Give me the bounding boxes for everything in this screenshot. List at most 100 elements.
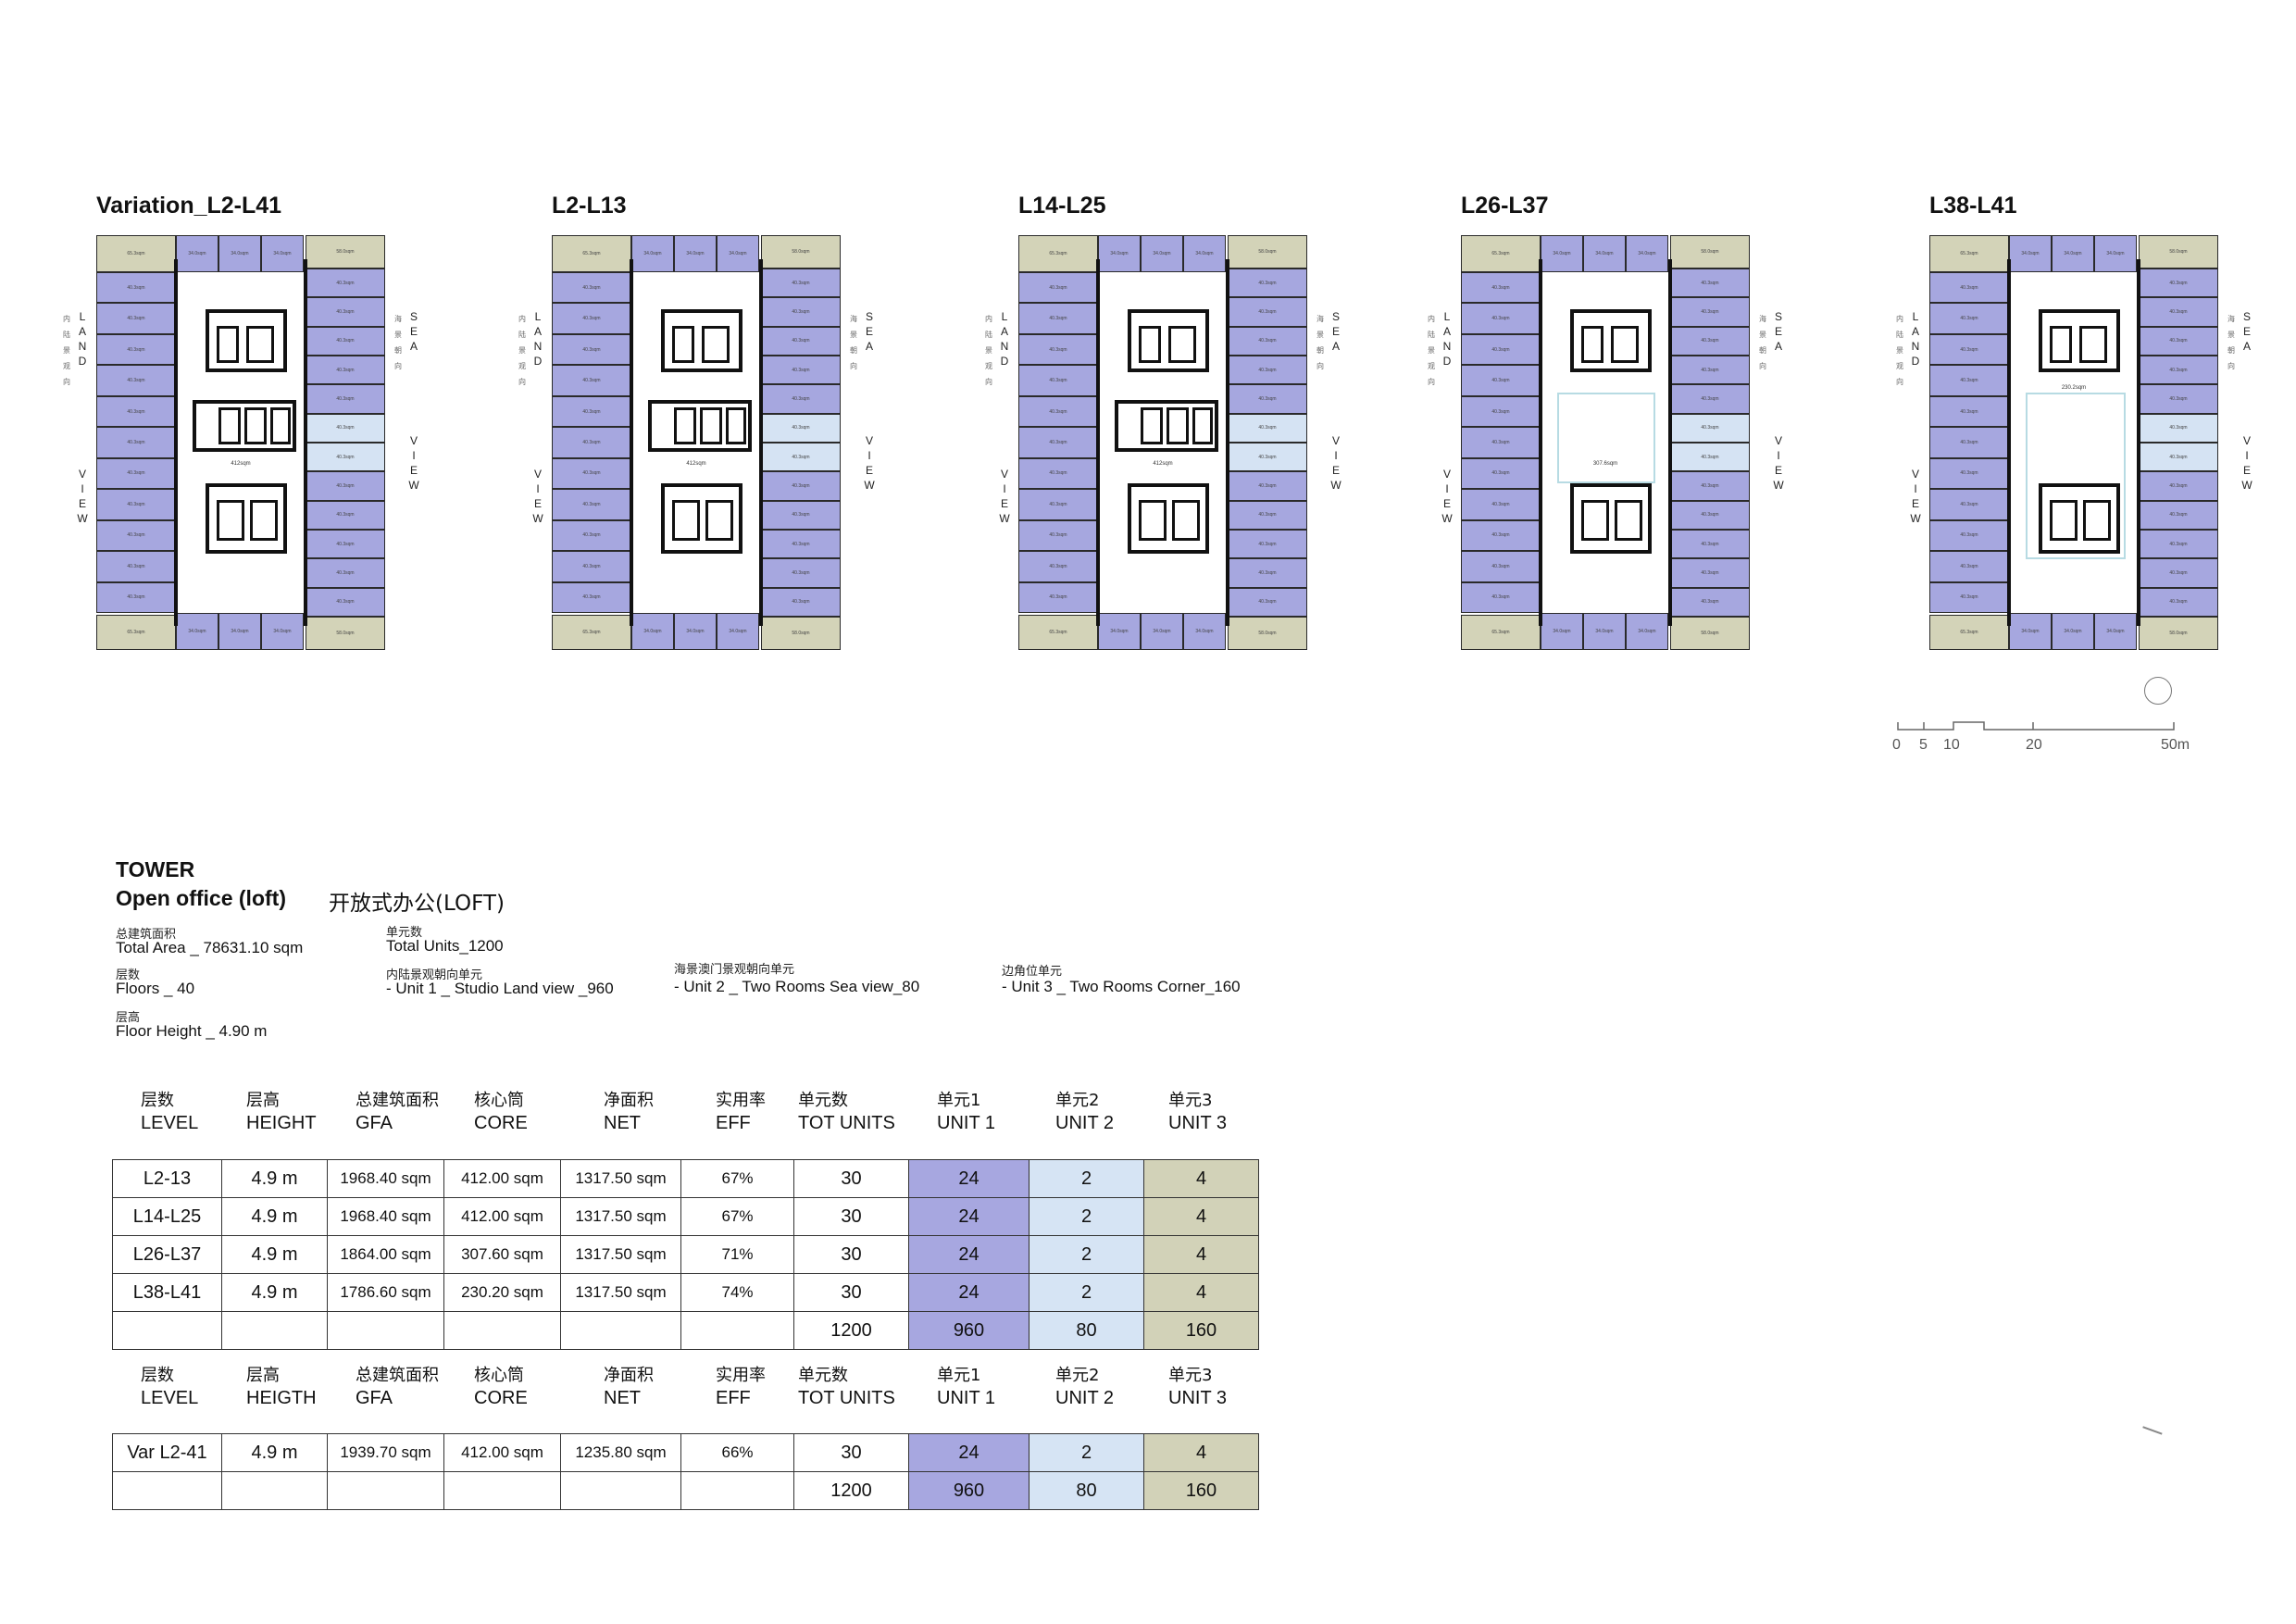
table-cell bbox=[221, 1471, 328, 1510]
table-cell: 4 bbox=[1143, 1197, 1259, 1236]
right-unit: 40.3sqm bbox=[1228, 413, 1307, 443]
top-unit: 34.0sqm bbox=[2094, 235, 2137, 272]
right-unit: 40.3sqm bbox=[761, 297, 841, 327]
left-unit: 40.3sqm bbox=[1461, 333, 1541, 366]
right-unit: 40.3sqm bbox=[761, 326, 841, 356]
tower-subtitle: Open office (loft) bbox=[116, 886, 286, 910]
top-unit: 34.0sqm bbox=[1626, 235, 1668, 272]
right-unit: 40.3sqm bbox=[761, 558, 841, 588]
table-cell: 24 bbox=[908, 1235, 1029, 1274]
right-unit: 40.3sqm bbox=[761, 587, 841, 617]
column-header-en: TOT UNITS bbox=[798, 1113, 895, 1133]
corner-unit: 58.0sqm bbox=[306, 235, 385, 269]
table-cell: 24 bbox=[908, 1197, 1029, 1236]
corner-unit: 58.0sqm bbox=[761, 617, 841, 650]
floor-plan-l38-l41: 65.3sqm 65.3sqm 58.0sqm 58.0sqm 34.0sqm 34.0s… bbox=[1929, 235, 2218, 650]
land-view-cn-label: 内 陆 景 观 向 bbox=[1896, 315, 1903, 386]
right-unit: 40.3sqm bbox=[1228, 558, 1307, 588]
right-unit: 40.3sqm bbox=[761, 530, 841, 559]
column-header: 核心筒 CORE bbox=[474, 1365, 528, 1409]
left-unit: 40.3sqm bbox=[96, 303, 176, 334]
right-unit: 40.3sqm bbox=[1670, 471, 1750, 501]
column-header-cn: 单元3 bbox=[1168, 1091, 1213, 1110]
right-unit: 40.3sqm bbox=[1228, 500, 1307, 530]
column-header: 总建筑面积 GFA bbox=[356, 1365, 439, 1409]
column-header-cn: 实用率 bbox=[716, 1091, 766, 1110]
left-unit: 40.3sqm bbox=[96, 457, 176, 490]
floor-plan-l2-l13: 65.3sqm 65.3sqm 58.0sqm 58.0sqm 34.0sqm 34.0s… bbox=[552, 235, 841, 650]
left-unit: 40.3sqm bbox=[1018, 427, 1098, 458]
left-unit: 40.3sqm bbox=[1018, 272, 1098, 304]
land-view-cn-label: 内 陆 景 观 向 bbox=[63, 315, 70, 386]
core-room bbox=[726, 407, 746, 444]
view-right-label: V I E W bbox=[2241, 434, 2252, 492]
column-header: 层数 LEVEL bbox=[141, 1090, 198, 1134]
unit2-label: 海景澳门景观朝向单元 bbox=[674, 963, 795, 977]
column-header: 层数 LEVEL bbox=[141, 1365, 198, 1409]
right-unit: 40.3sqm bbox=[1228, 530, 1307, 559]
corner-unit: 58.0sqm bbox=[2139, 235, 2218, 269]
table-row: L2-13 4.9 m 1968.40 sqm 412.00 sqm 1317.50 s… bbox=[112, 1159, 1259, 1198]
column-header: 单元2 UNIT 2 bbox=[1055, 1365, 1114, 1409]
left-unit: 40.3sqm bbox=[552, 457, 631, 490]
top-unit: 34.0sqm bbox=[261, 235, 304, 272]
table-cell bbox=[327, 1311, 444, 1350]
view-right-label: V I E W bbox=[1330, 434, 1341, 492]
table-cell: 1317.50 sqm bbox=[560, 1273, 681, 1312]
unit3-value: - Unit 3 _ Two Rooms Corner_160 bbox=[1002, 978, 1241, 995]
column-header-cn: 单元3 bbox=[1168, 1366, 1213, 1385]
core-room bbox=[1139, 500, 1167, 541]
left-unit: 40.3sqm bbox=[552, 395, 631, 428]
core-room bbox=[700, 407, 722, 444]
right-unit: 40.3sqm bbox=[2139, 587, 2218, 617]
bottom-unit: 34.0sqm bbox=[1098, 613, 1141, 650]
table-cell: 4.9 m bbox=[221, 1433, 328, 1472]
plan-title-l14-l25: L14-L25 bbox=[1018, 193, 1106, 219]
right-unit: 40.3sqm bbox=[306, 269, 385, 298]
table-cell bbox=[112, 1311, 222, 1350]
atrium-void bbox=[1557, 393, 1655, 483]
core-room bbox=[217, 326, 239, 363]
table-cell: 80 bbox=[1029, 1311, 1144, 1350]
top-unit: 34.0sqm bbox=[1141, 235, 1183, 272]
corridor-wall bbox=[1539, 259, 1542, 626]
bottom-unit: 34.0sqm bbox=[2009, 613, 2052, 650]
floor-height-value: Floor Height _ 4.90 m bbox=[116, 1022, 268, 1040]
table-cell: 2 bbox=[1029, 1273, 1144, 1312]
right-unit: 40.3sqm bbox=[1670, 356, 1750, 385]
table-cell: 1786.60 sqm bbox=[327, 1273, 444, 1312]
right-unit: 40.3sqm bbox=[2139, 471, 2218, 501]
bottom-unit: 34.0sqm bbox=[1541, 613, 1583, 650]
top-unit: 34.0sqm bbox=[674, 235, 717, 272]
plan-title-l2-l13: L2-L13 bbox=[552, 193, 627, 219]
corner-unit: 65.3sqm bbox=[1018, 235, 1098, 272]
left-unit: 40.3sqm bbox=[1018, 489, 1098, 520]
table-cell: 71% bbox=[680, 1235, 794, 1274]
sea-label: S E A bbox=[1774, 310, 1782, 353]
left-unit: 40.3sqm bbox=[552, 551, 631, 582]
column-header-en: HEIGTH bbox=[246, 1388, 317, 1408]
corridor-wall bbox=[1668, 259, 1672, 626]
right-unit: 40.3sqm bbox=[2139, 297, 2218, 327]
left-unit: 40.3sqm bbox=[96, 395, 176, 428]
land-label: L A N D bbox=[1000, 310, 1009, 368]
table-row: L26-L37 4.9 m 1864.00 sqm 307.60 sqm 1317.50… bbox=[112, 1235, 1259, 1274]
column-header-cn: 层高 bbox=[246, 1091, 280, 1110]
column-header-en: UNIT 2 bbox=[1055, 1388, 1114, 1408]
center-area-label: 412sqm bbox=[686, 461, 706, 467]
table-cell bbox=[680, 1471, 794, 1510]
land-view-cn-label: 内 陆 景 观 向 bbox=[1428, 315, 1435, 386]
sea-label: S E A bbox=[409, 310, 418, 353]
column-header-en: HEIGHT bbox=[246, 1113, 317, 1133]
column-header-cn: 净面积 bbox=[604, 1366, 654, 1385]
corner-unit: 65.3sqm bbox=[1461, 235, 1541, 272]
table1: L2-13 4.9 m 1968.40 sqm 412.00 sqm 1317.50 s… bbox=[112, 1159, 1259, 1350]
floor-height-label: 层高 bbox=[116, 1011, 141, 1025]
left-unit: 40.3sqm bbox=[1461, 457, 1541, 490]
column-header: 层高 HEIGHT bbox=[246, 1090, 317, 1134]
table-cell: 160 bbox=[1143, 1311, 1259, 1350]
column-header: 单元2 UNIT 2 bbox=[1055, 1090, 1114, 1134]
total-units-label: 单元数 bbox=[386, 926, 423, 940]
core-room bbox=[1168, 326, 1196, 363]
right-unit: 40.3sqm bbox=[2139, 558, 2218, 588]
